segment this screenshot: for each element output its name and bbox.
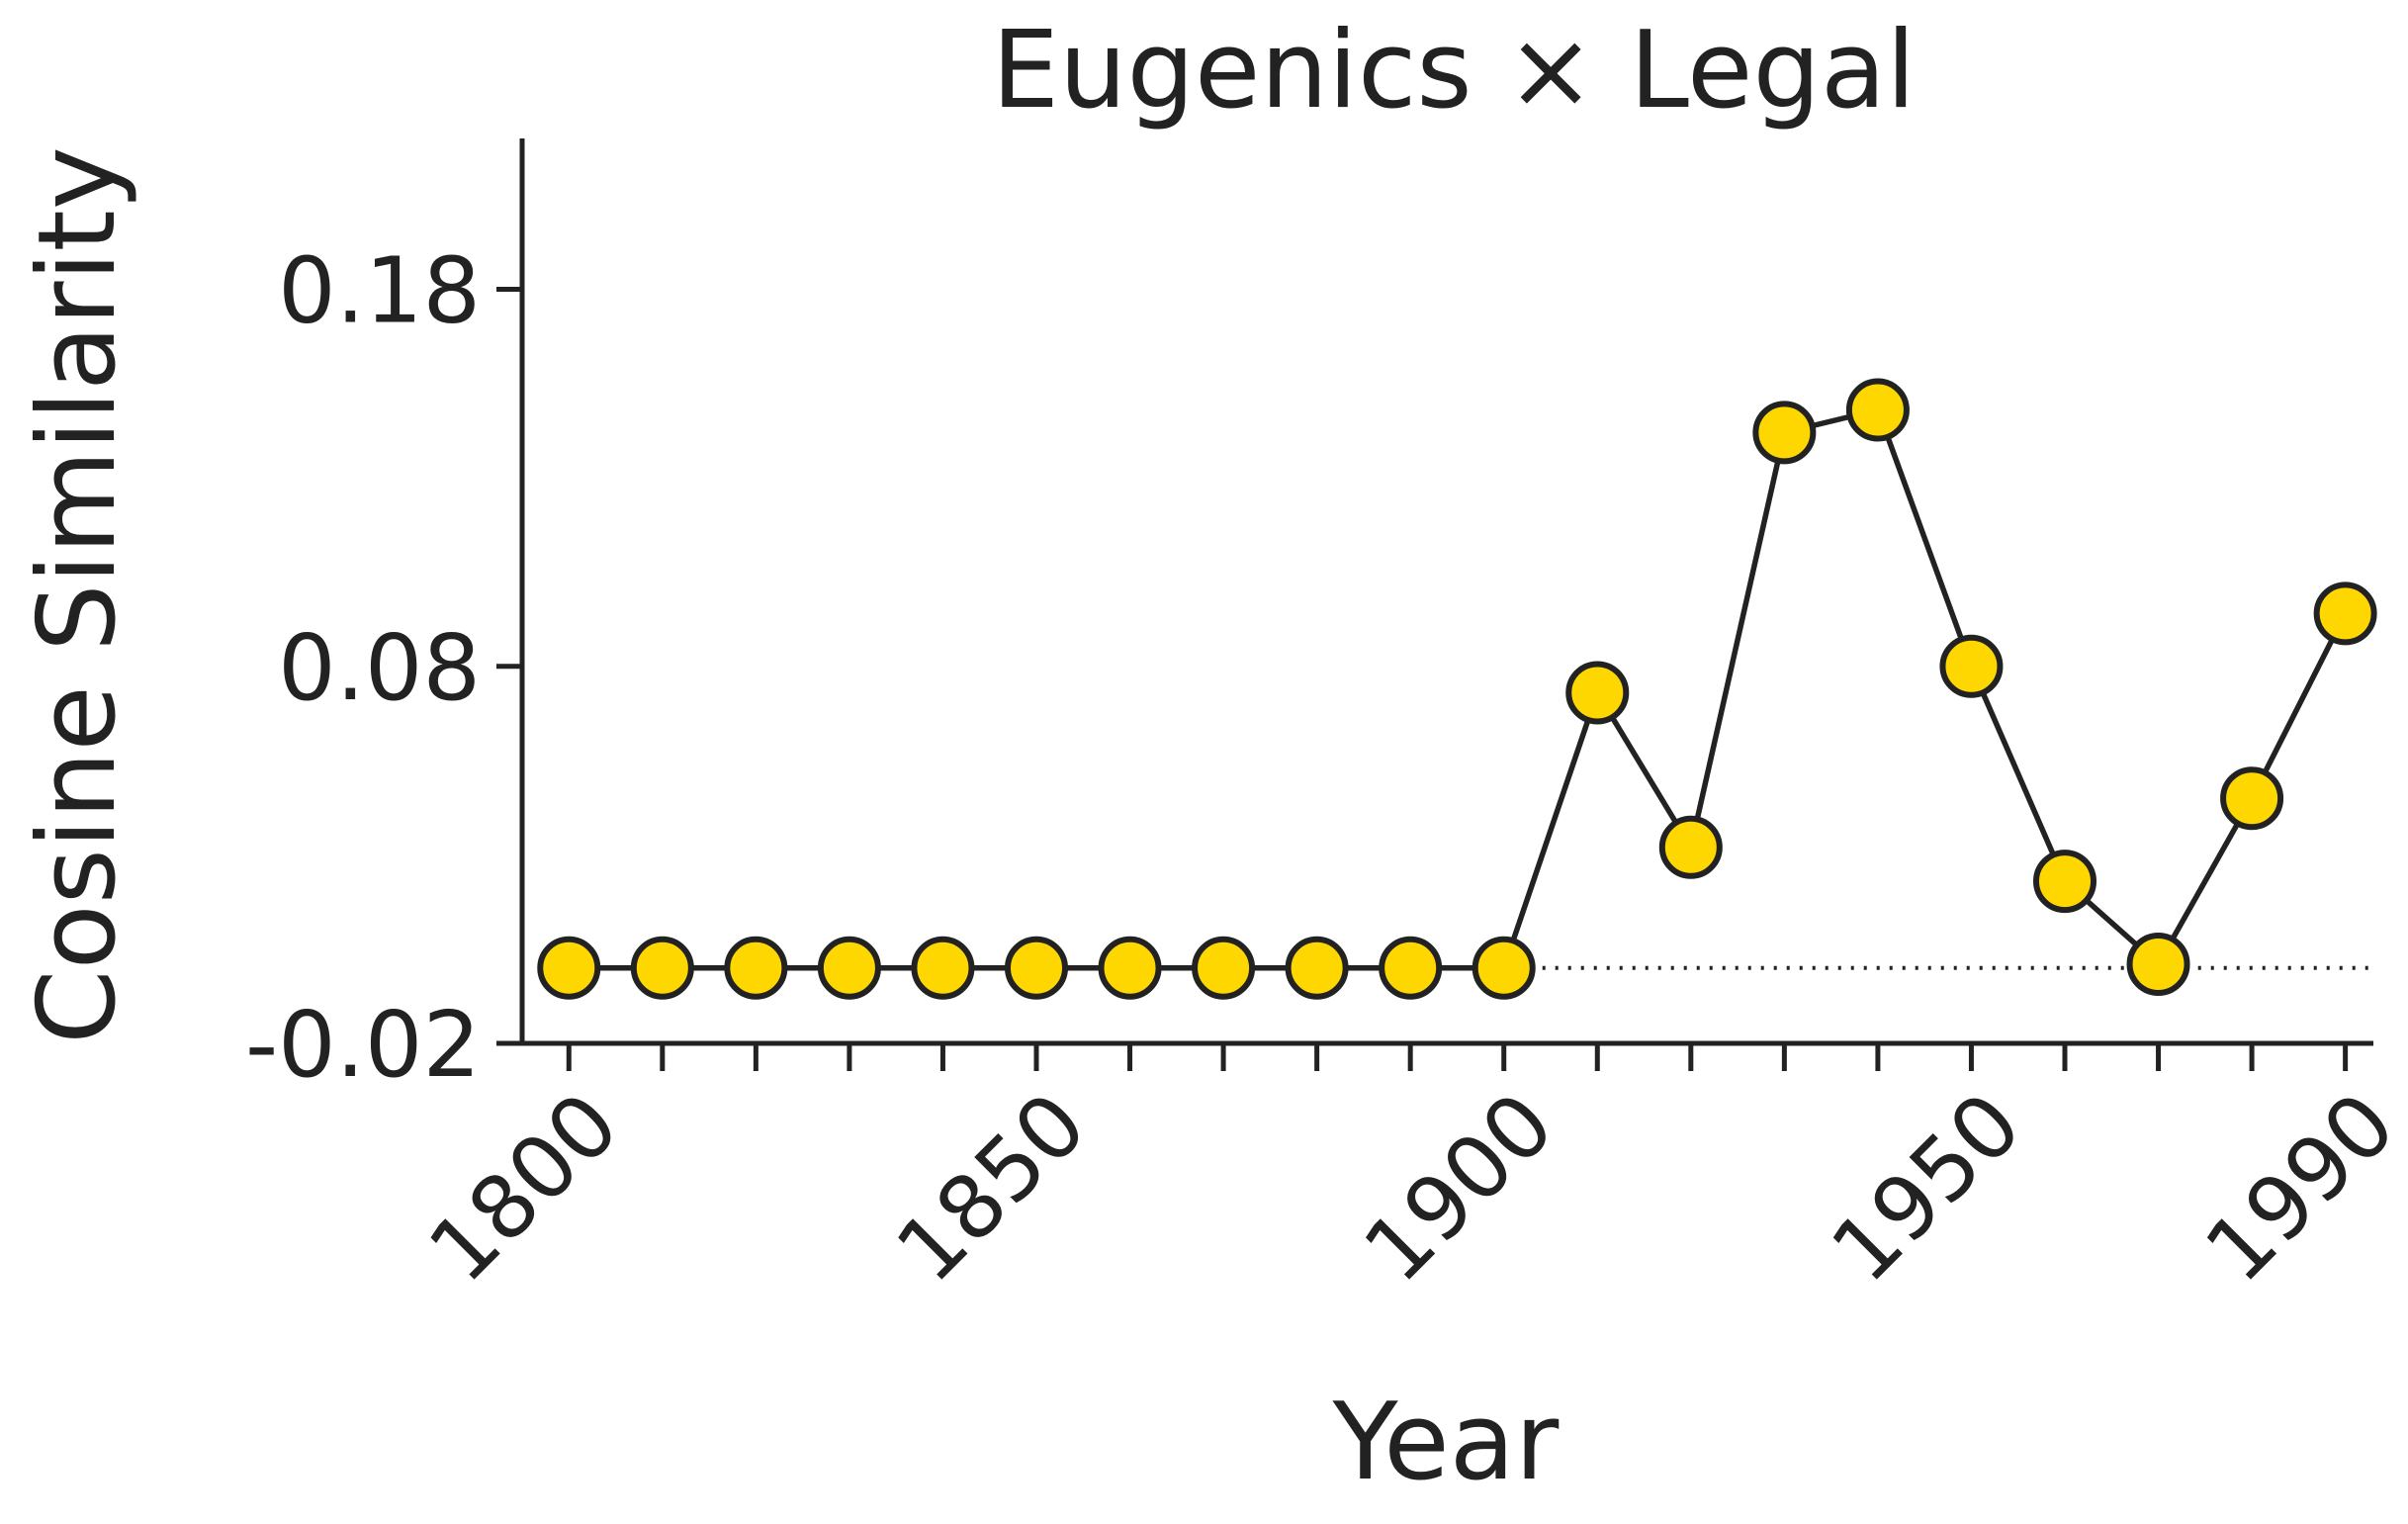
data-point bbox=[1192, 936, 1256, 1000]
data-point bbox=[537, 936, 601, 1000]
y-tick-label: -0.02 bbox=[245, 992, 481, 1098]
data-point bbox=[1098, 936, 1162, 1000]
data-point bbox=[817, 936, 881, 1000]
data-point bbox=[1565, 661, 1630, 725]
data-point bbox=[2313, 582, 2377, 646]
x-tick-label: 1850 bbox=[877, 1073, 1106, 1301]
x-tick-label: 1800 bbox=[409, 1073, 638, 1301]
data-point bbox=[1752, 401, 1817, 465]
x-tick-label: 1900 bbox=[1344, 1073, 1572, 1301]
data-point bbox=[1472, 936, 1536, 1000]
axes: 1800 1850 1900 1950 1990 -0.02 0.08 0.18 bbox=[245, 138, 2408, 1301]
y-tick-label: 0.08 bbox=[278, 615, 481, 721]
data-point bbox=[1939, 634, 2004, 698]
data-point bbox=[724, 936, 788, 1000]
data-point bbox=[630, 936, 694, 1000]
data-point bbox=[911, 936, 975, 1000]
data-point bbox=[2220, 766, 2284, 831]
data-point bbox=[1005, 936, 1068, 1000]
y-axis-label: Cosine Similarity bbox=[16, 146, 139, 1044]
x-tick-label: 1990 bbox=[2185, 1073, 2408, 1301]
y-tick-label: 0.18 bbox=[278, 238, 481, 344]
data-point bbox=[1845, 378, 1910, 442]
data-point bbox=[1285, 936, 1349, 1000]
data-point bbox=[2126, 932, 2190, 996]
x-tick-label: 1950 bbox=[1812, 1073, 2040, 1301]
data-point bbox=[1658, 815, 1723, 879]
x-axis-label: Year bbox=[1332, 1381, 1560, 1504]
data-point bbox=[2033, 850, 2096, 914]
series-layer bbox=[537, 378, 2377, 1000]
data-point bbox=[1379, 936, 1443, 1000]
chart-title: Eugenics × Legal bbox=[992, 9, 1916, 133]
